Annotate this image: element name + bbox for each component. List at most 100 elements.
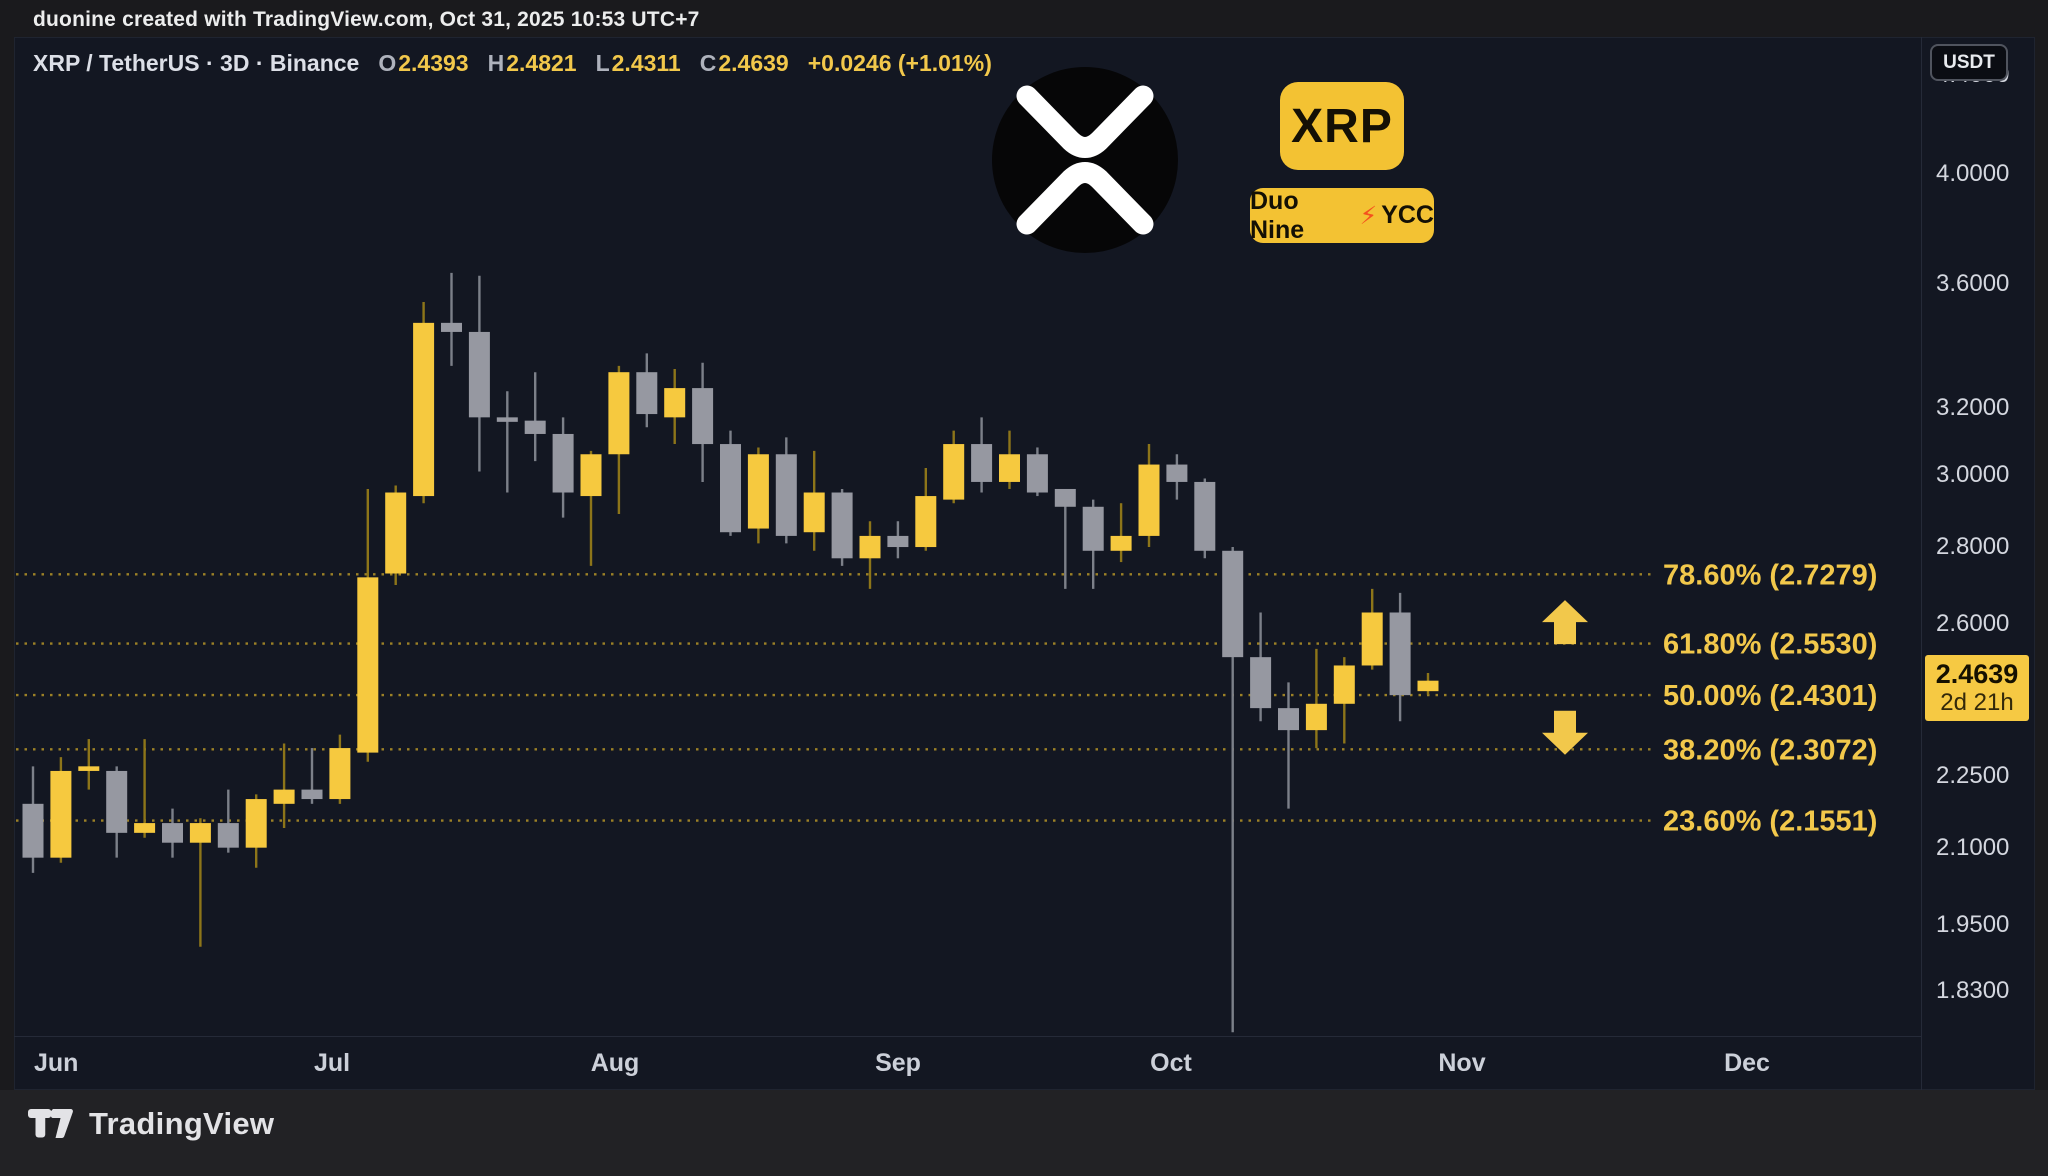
brand-bar: TradingView — [0, 1090, 2048, 1176]
price-tick: 3.0000 — [1936, 460, 2010, 488]
price-tick: 2.6000 — [1936, 610, 2010, 638]
candle-body — [1389, 612, 1411, 696]
candle-body — [413, 322, 435, 497]
candle-body — [1333, 665, 1355, 704]
ohlc-low: L 2.4311 — [595, 50, 681, 76]
bar-countdown: 2d 21h — [1940, 688, 2014, 716]
candle-body — [245, 799, 267, 848]
ohlc-high: H 2.4821 — [487, 50, 577, 76]
fib-level-label: 78.60% (2.7279) — [1663, 559, 1877, 591]
price-tick: 2.8000 — [1936, 533, 2010, 561]
fib-level-label: 61.80% (2.5530) — [1663, 629, 1877, 661]
month-tick: Dec — [1724, 1049, 1770, 1077]
last-price-value: 2.4639 — [1935, 658, 2019, 689]
credit-bar: duonine created with TradingView.com, Oc… — [0, 0, 2048, 37]
candle-body — [859, 535, 881, 559]
candle-body — [78, 766, 100, 771]
candle-body — [22, 803, 44, 858]
candle-body — [524, 420, 546, 434]
candle-body — [887, 535, 909, 548]
credit-text: duonine created with TradingView.com, Oc… — [33, 8, 700, 31]
last-price-label: 2.4639 2d 21h — [1925, 654, 2029, 721]
candle-body — [720, 444, 741, 533]
community-badge: Duo Nine ⚡ YCC — [1250, 187, 1434, 244]
month-tick: Jun — [34, 1049, 79, 1077]
tradingview-logo-icon — [28, 1109, 73, 1138]
candle-body — [775, 454, 797, 536]
candle-body — [1361, 612, 1383, 666]
up-arrow-icon — [1542, 600, 1588, 645]
community-badge-text-post: YCC — [1381, 201, 1434, 229]
xrp-ticker-text: XRP — [1291, 99, 1393, 153]
candle-body — [999, 454, 1020, 482]
candle-body — [1026, 454, 1048, 493]
price-tick: 1.9500 — [1936, 911, 2010, 939]
candle-body — [943, 444, 965, 500]
candle-body — [608, 372, 630, 455]
candle-body — [831, 492, 853, 559]
candle-body — [329, 748, 351, 800]
month-tick: Nov — [1438, 1049, 1486, 1077]
xrp-logo-icon — [992, 67, 1178, 253]
change-value: +0.0246 (+1.01%) — [807, 50, 992, 76]
price-tick: 4.0000 — [1936, 160, 2010, 188]
candle-body — [385, 492, 407, 574]
candle-body — [496, 417, 518, 422]
candle-body — [747, 454, 769, 529]
price-axis[interactable]: USDT 4.40004.00003.60003.20003.00002.800… — [1921, 37, 2035, 1090]
fib-level-label: 38.20% (2.3072) — [1663, 734, 1877, 766]
price-tick: 2.2500 — [1936, 761, 2010, 789]
candle-body — [441, 322, 462, 332]
ohlc-close: C 2.4639 — [699, 50, 789, 76]
candle-body — [189, 823, 211, 843]
time-axis[interactable]: Jun Jul Aug Sep Oct Nov Dec — [14, 1036, 1921, 1090]
candle-body — [1417, 680, 1439, 692]
candle-body — [1278, 708, 1299, 731]
candle-body — [1194, 481, 1216, 551]
month-tick: Oct — [1150, 1049, 1192, 1077]
candle-body — [552, 433, 574, 493]
candle-body — [636, 372, 658, 415]
candle-body — [1054, 488, 1076, 507]
candle-body — [162, 823, 183, 843]
candle-body — [1082, 506, 1104, 551]
candle-body — [971, 444, 993, 482]
candle-body — [50, 770, 72, 858]
fib-level-label: 50.00% (2.4301) — [1663, 680, 1877, 712]
candle-body — [468, 331, 490, 418]
tradingview-logo[interactable]: TradingView — [28, 1104, 274, 1144]
candle-body — [217, 823, 239, 848]
tradingview-wordmark: TradingView — [89, 1106, 275, 1141]
candle-body — [273, 789, 295, 804]
month-tick: Jul — [313, 1049, 351, 1077]
price-tick: 3.6000 — [1936, 270, 2010, 298]
month-tick: Aug — [590, 1049, 640, 1077]
candle-body — [301, 789, 323, 800]
symbol-title[interactable]: XRP / TetherUS · 3D · Binance — [33, 50, 360, 76]
lightning-icon: ⚡ — [1359, 201, 1378, 230]
price-tick: 2.1000 — [1936, 833, 2010, 861]
price-tick: 3.2000 — [1936, 393, 2010, 421]
month-tick: Sep — [875, 1049, 921, 1077]
ohlc-open: O 2.4393 — [378, 50, 469, 76]
fib-level-label: 23.60% (2.1551) — [1663, 806, 1877, 838]
candle-body — [1250, 657, 1272, 709]
candle-body — [1222, 550, 1244, 658]
candle-body — [664, 388, 686, 418]
candle-body — [1305, 703, 1327, 731]
candle-body — [1110, 535, 1132, 551]
down-arrow-icon — [1542, 710, 1588, 755]
candle-body — [106, 770, 128, 833]
currency-toggle-button[interactable]: USDT — [1930, 44, 2008, 81]
candle-body — [1138, 464, 1160, 536]
xrp-ticker-badge: XRP — [1280, 82, 1404, 170]
candle-body — [803, 492, 825, 533]
candle-body — [1166, 464, 1188, 482]
price-tick: 1.8300 — [1936, 977, 2010, 1005]
plot-area[interactable]: 78.60% (2.7279) 61.80% (2.5530) 50.00% (2.… — [14, 37, 1921, 1036]
candle-body — [692, 388, 714, 445]
candle-body — [915, 496, 937, 548]
candle-body — [134, 823, 156, 833]
